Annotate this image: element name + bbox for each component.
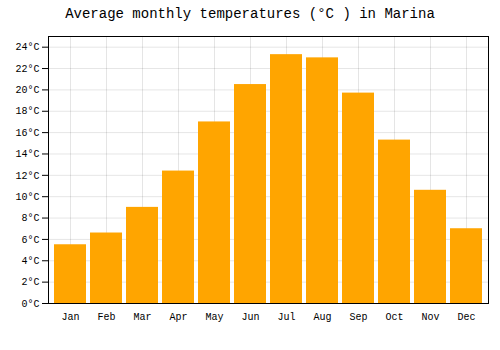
svg-text:2°C: 2°C	[21, 277, 39, 288]
svg-text:May: May	[205, 312, 223, 323]
svg-text:Apr: Apr	[169, 312, 187, 323]
html-text:Average monthly temperatures (: Average monthly temperatures (°C ) in Ma…	[65, 6, 435, 22]
svg-text:20°C: 20°C	[15, 85, 39, 96]
svg-text:4°C: 4°C	[21, 256, 39, 267]
svg-text:Feb: Feb	[97, 312, 115, 323]
svg-text:Aug: Aug	[313, 312, 331, 323]
svg-text:Dec: Dec	[457, 312, 475, 323]
svg-text:16°C: 16°C	[15, 128, 39, 139]
svg-text:12°C: 12°C	[15, 171, 39, 182]
svg-text:Nov: Nov	[421, 312, 439, 323]
svg-text:10°C: 10°C	[15, 192, 39, 203]
svg-text:14°C: 14°C	[15, 149, 39, 160]
svg-text:Jan: Jan	[61, 312, 79, 323]
svg-text:18°C: 18°C	[15, 106, 39, 117]
svg-text:Mar: Mar	[133, 312, 151, 323]
svg-text:24°C: 24°C	[15, 42, 39, 53]
svg-text:Jun: Jun	[241, 312, 259, 323]
svg-text:Oct: Oct	[385, 312, 403, 323]
svg-text:6°C: 6°C	[21, 235, 39, 246]
svg-text:22°C: 22°C	[15, 64, 39, 75]
svg-text:Sep: Sep	[349, 312, 367, 323]
svg-text:0°C: 0°C	[21, 299, 39, 310]
svg-text:Jul: Jul	[277, 312, 295, 323]
svg-text:8°C: 8°C	[21, 213, 39, 224]
